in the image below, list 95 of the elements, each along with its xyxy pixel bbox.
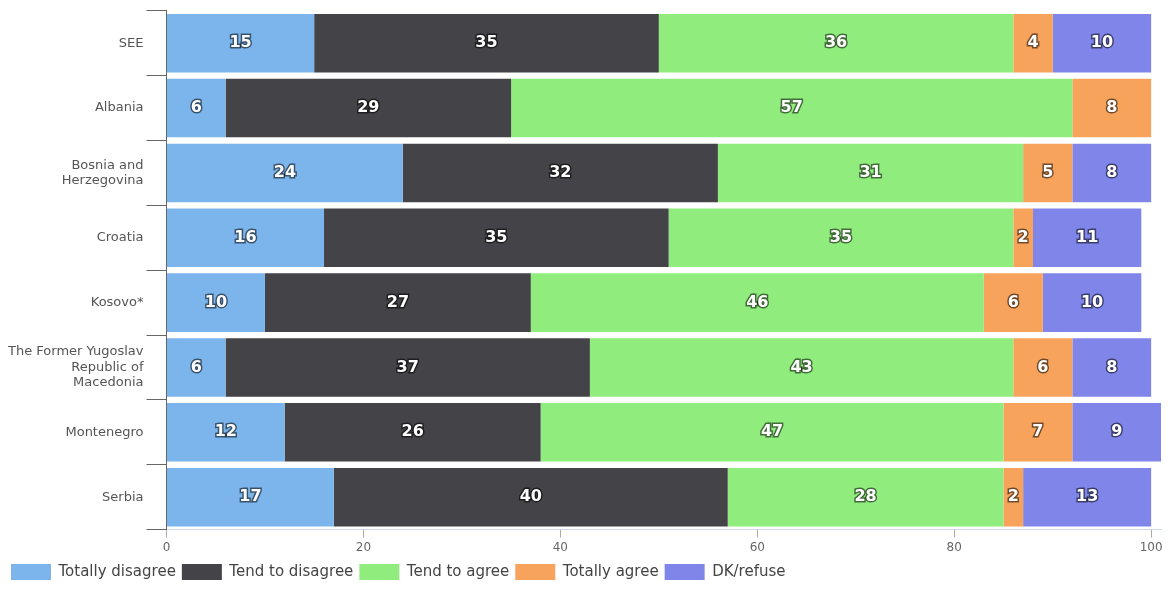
bar (166, 13, 315, 73)
data-label: 16 (234, 226, 257, 246)
bar (1023, 143, 1073, 203)
y-tick-label: Bosnia and Herzegovina (61, 156, 144, 188)
legend-label: DK/refuse (712, 561, 786, 580)
data-label: 27 (386, 291, 409, 311)
bar (166, 403, 285, 462)
data-label: 15 (229, 32, 252, 52)
bar (668, 208, 1014, 268)
bar (1052, 13, 1152, 73)
x-tick-label: 0 (162, 539, 171, 554)
bar (166, 273, 265, 332)
data-label: 28 (854, 486, 877, 506)
bar (225, 78, 512, 138)
bar (983, 273, 1043, 332)
data-label: 8 (1106, 97, 1118, 117)
bar (225, 338, 590, 397)
x-tick-label: 80 (946, 539, 962, 554)
legend-label: Tend to agree (405, 561, 510, 580)
data-label: 4 (1027, 32, 1039, 52)
bar (166, 338, 226, 397)
data-label: 29 (357, 97, 380, 117)
bar (1072, 143, 1152, 203)
data-label: 17 (239, 486, 262, 506)
data-label: 10 (1090, 32, 1114, 52)
data-label: 10 (204, 291, 228, 311)
data-label: 31 (859, 162, 882, 182)
bar (166, 208, 325, 268)
legend-label: Totally agree (561, 561, 659, 580)
x-tick-label: 100 (1139, 539, 1163, 554)
y-tick-label: Croatia (96, 229, 144, 245)
bar (1072, 403, 1161, 462)
data-label: 46 (746, 291, 769, 311)
data-label: 40 (519, 486, 542, 506)
data-label: 57 (780, 97, 803, 117)
x-tick-label: 60 (749, 539, 765, 554)
y-tick-label: SEE (118, 34, 144, 50)
x-tick-label: 20 (355, 539, 372, 554)
bar (166, 78, 226, 138)
data-label: 6 (190, 356, 202, 376)
data-label: 35 (475, 32, 498, 52)
y-tick-label: Albania (94, 99, 144, 115)
legend-label: Totally disagree (57, 561, 176, 580)
data-label: 2 (1017, 226, 1029, 246)
y-tick-label: Serbia (102, 488, 144, 504)
data-label: 12 (214, 421, 237, 441)
bar (658, 13, 1014, 73)
data-label: 6 (190, 97, 202, 117)
y-tick-label: Kosovo* (90, 294, 144, 309)
bar (402, 143, 718, 203)
bar (1072, 338, 1152, 397)
data-label: 11 (1076, 226, 1099, 246)
data-label: 2 (1007, 486, 1019, 506)
data-label: 13 (1076, 486, 1099, 506)
bar (589, 338, 1014, 397)
x-tick-label: 40 (552, 539, 568, 554)
data-label: 8 (1106, 162, 1118, 182)
bar (1013, 13, 1053, 73)
bar (530, 273, 984, 332)
data-label: 6 (1007, 291, 1019, 311)
legend-label: Tend to disagree (228, 561, 354, 580)
data-label: 7 (1032, 421, 1044, 441)
bar (1023, 467, 1152, 527)
bar (264, 273, 531, 332)
bar (1042, 273, 1142, 332)
data-label: 5 (1042, 162, 1054, 182)
bar (166, 467, 334, 527)
bar (1072, 78, 1152, 138)
data-label: 35 (485, 226, 508, 246)
bar (511, 78, 1073, 138)
data-label: 32 (549, 162, 572, 182)
bar (166, 143, 403, 203)
bar (727, 467, 1004, 527)
data-label: 43 (790, 356, 813, 376)
data-label: 8 (1106, 356, 1118, 376)
data-label: 35 (829, 226, 853, 246)
bar (1013, 338, 1073, 397)
data-label: 37 (396, 356, 419, 376)
bar (717, 143, 1024, 203)
bar (540, 403, 1004, 462)
y-tick-label: The Former Yugoslav Republic of Macedonia (6, 343, 144, 390)
bar (324, 208, 669, 268)
data-label: 36 (824, 32, 848, 52)
bar (284, 403, 541, 462)
data-label: 6 (1037, 356, 1049, 376)
data-label: 9 (1111, 421, 1123, 441)
bar (1032, 208, 1142, 268)
bar (333, 467, 728, 527)
data-label: 26 (401, 421, 424, 441)
y-tick-label: Montenegro (65, 423, 144, 439)
bar (1003, 403, 1073, 462)
bar (314, 13, 659, 73)
data-label: 24 (273, 162, 297, 182)
data-label: 47 (760, 421, 784, 441)
data-label: 10 (1080, 291, 1104, 311)
